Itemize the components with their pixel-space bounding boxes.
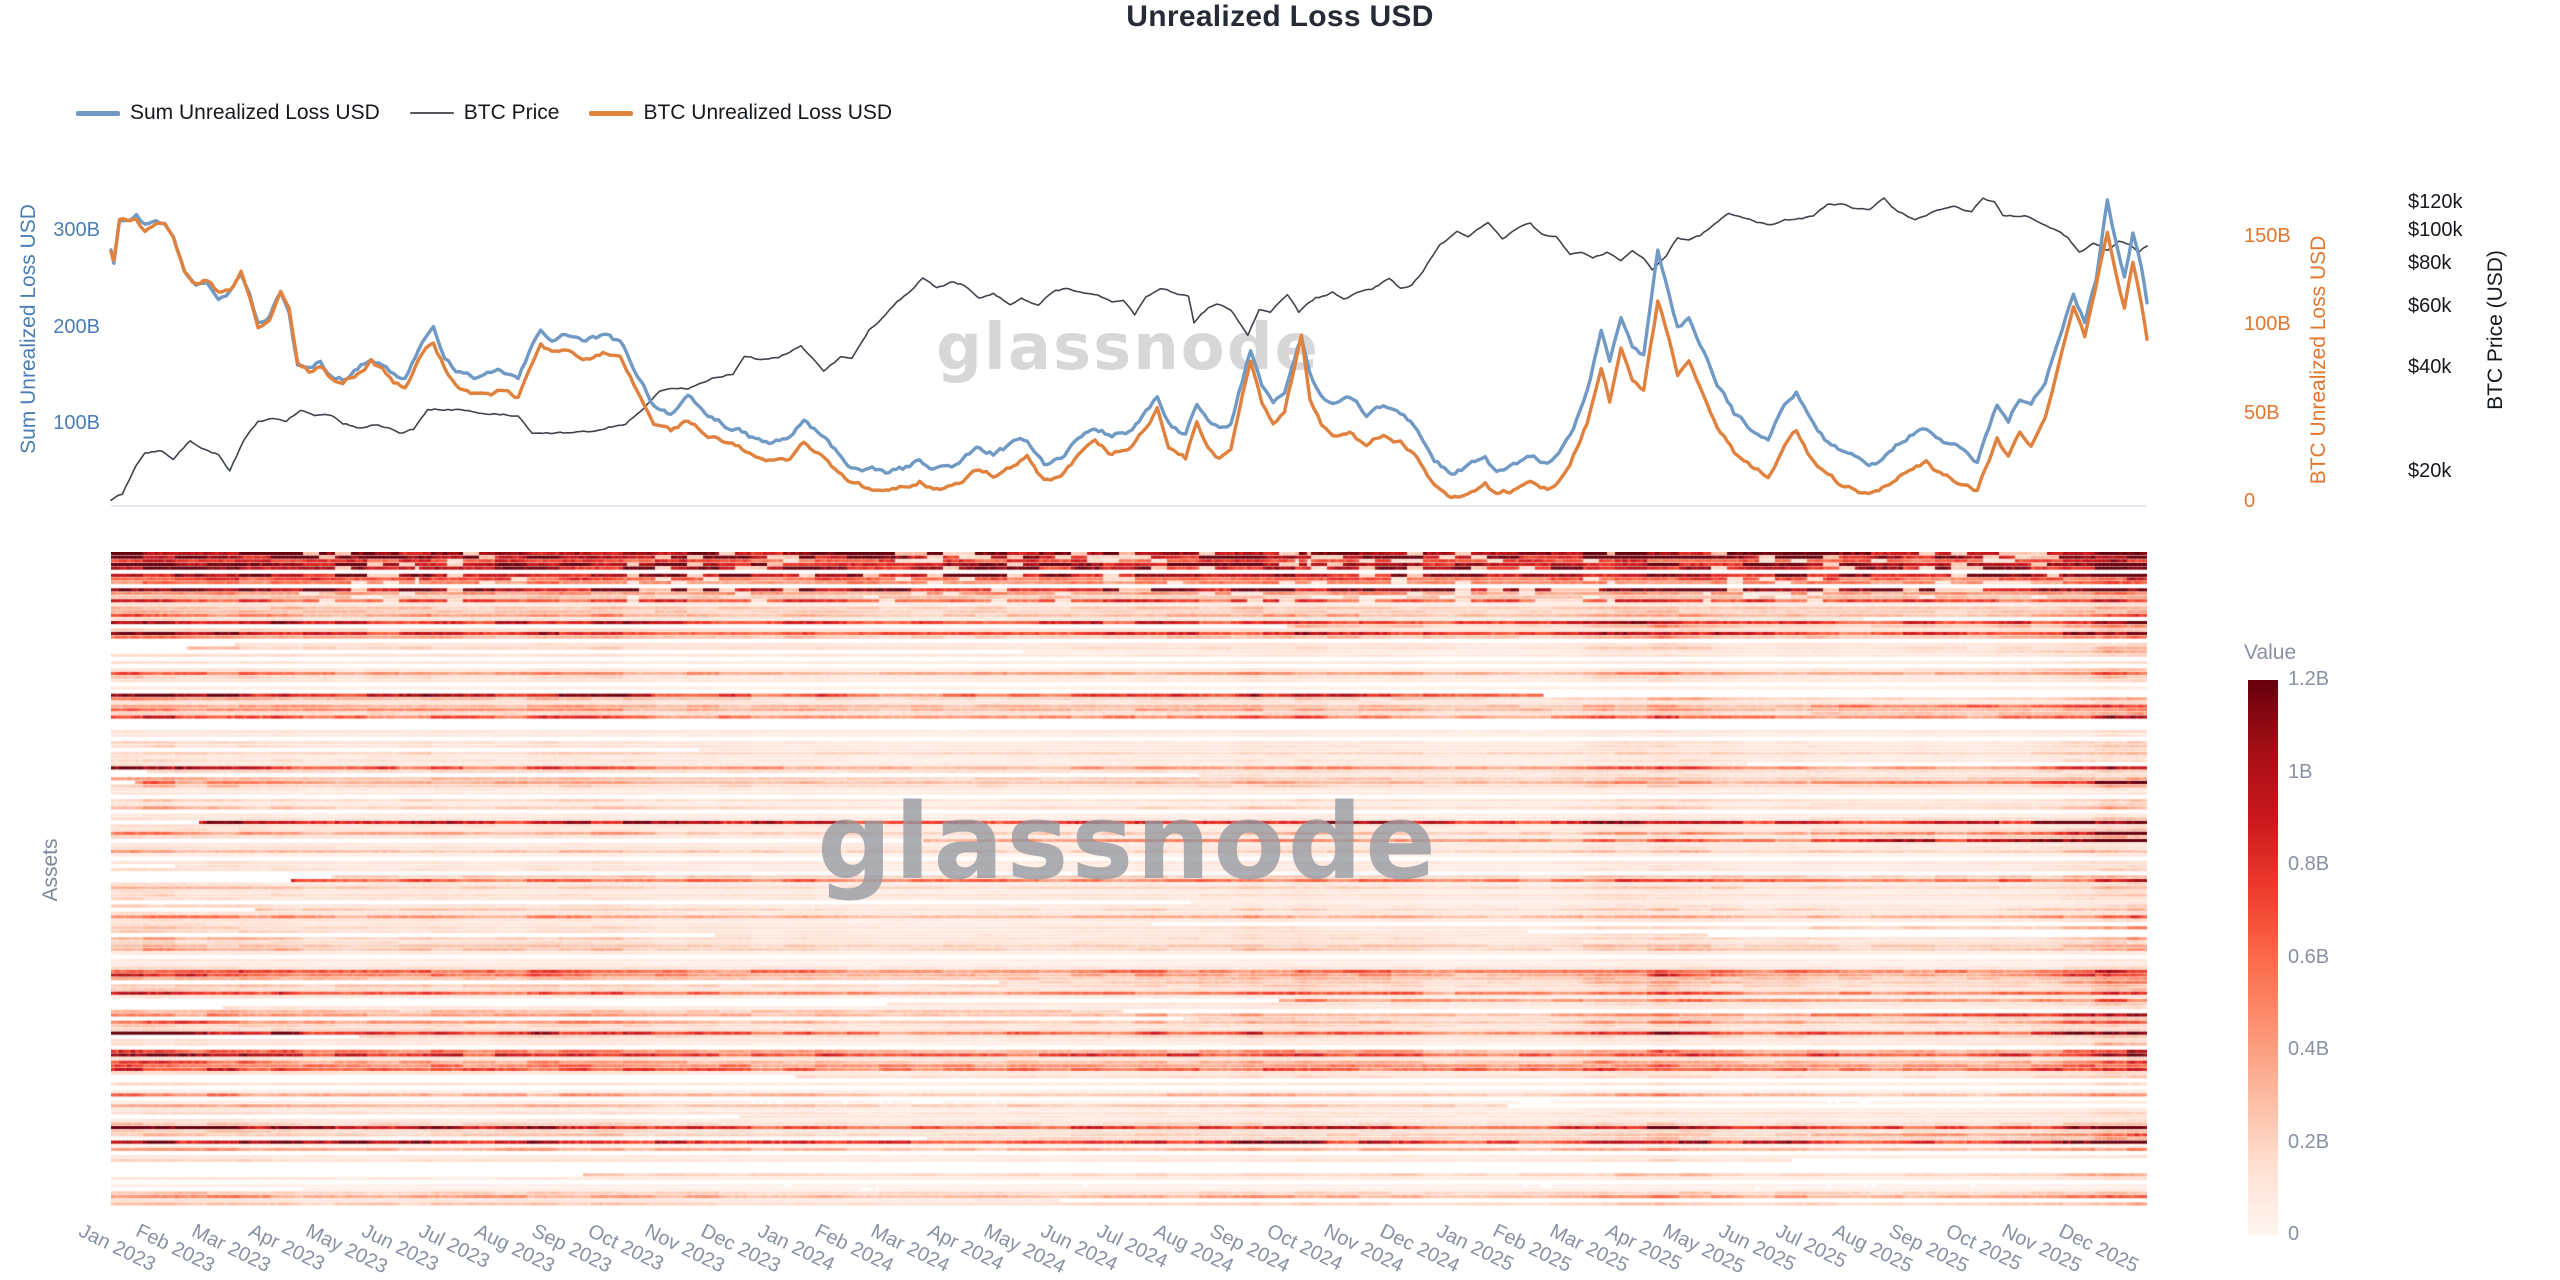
legend-swatch-icon <box>589 110 634 116</box>
watermark-glassnode-heatmap: glassnode <box>817 781 1439 903</box>
colorbar-title: Value <box>2244 641 2297 664</box>
legend-item-0[interactable]: Sum Unrealized Loss USD <box>76 101 380 125</box>
series-btc-unrealized-loss-usd <box>109 216 2149 500</box>
legend-item-2[interactable]: BTC Unrealized Loss USD <box>589 101 892 125</box>
assets-heatmap <box>111 552 2147 1206</box>
price-axis-tick: $40k <box>2408 356 2452 378</box>
colorbar-tick: 0.2B <box>2288 1130 2330 1153</box>
colorbar-tick: 0.6B <box>2288 945 2330 968</box>
right-axis-tick: 0 <box>2244 490 2256 512</box>
legend: Sum Unrealized Loss USD BTC Price BTC Unre… <box>76 101 892 125</box>
series-sum-unrealized-loss-usd <box>109 198 2149 476</box>
legend-item-1[interactable]: BTC Price <box>409 101 560 125</box>
legend-swatch-icon <box>409 112 454 114</box>
right-axis-tick: 50B <box>2244 401 2280 424</box>
left-axis-tick: 100B <box>53 412 100 435</box>
colorbar-tick: 0.4B <box>2288 1038 2330 1060</box>
colorbar-tick: 1.2B <box>2288 668 2330 690</box>
right-axis-tick: 100B <box>2244 313 2291 336</box>
price-axis-tick: $100k <box>2408 218 2463 241</box>
legend-label: Sum Unrealized Loss USD <box>130 101 380 124</box>
zero-baseline <box>111 505 2147 507</box>
legend-label: BTC Unrealized Loss USD <box>643 101 893 124</box>
price-axis-tick: $60k <box>2408 295 2452 318</box>
left-axis-tick: 300B <box>53 219 100 242</box>
price-axis-tick: $80k <box>2408 252 2452 274</box>
colorbar-tick: 1B <box>2288 760 2313 783</box>
price-axis-tick: $20k <box>2408 460 2452 482</box>
page-title: Unrealized Loss USD <box>1126 0 1434 33</box>
legend-swatch-icon <box>76 110 120 116</box>
right-axis-tick: 150B <box>2244 224 2291 247</box>
left-axis-tick: 200B <box>53 315 100 338</box>
colorbar <box>2248 680 2278 1235</box>
legend-label: BTC Price <box>463 101 560 124</box>
series-btc-price <box>110 197 2148 502</box>
colorbar-tick: 0.8B <box>2288 853 2330 875</box>
price-axis-tick: $120k <box>2408 191 2463 214</box>
colorbar-tick: 0 <box>2288 1223 2300 1245</box>
